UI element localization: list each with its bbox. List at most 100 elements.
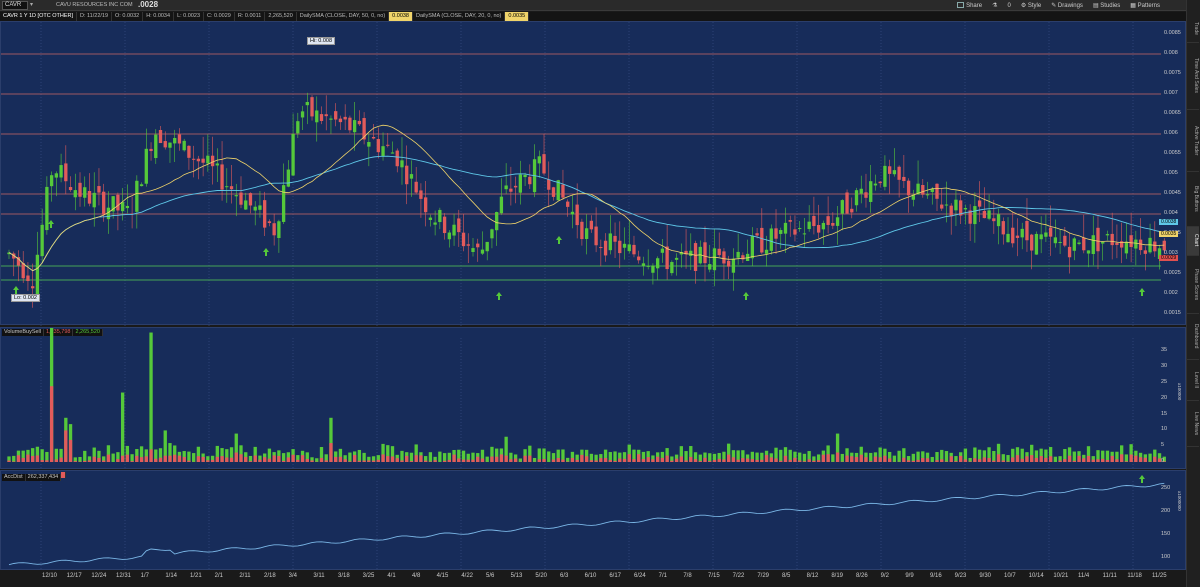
volume-sell-bar <box>1086 455 1091 462</box>
candle-body <box>111 196 115 212</box>
candle-body <box>324 114 328 117</box>
volume-buy-bar <box>788 449 792 462</box>
volume-sell-bar <box>1006 461 1010 462</box>
candle-body <box>722 251 726 264</box>
volume-sell-bar <box>253 455 257 462</box>
volume-tick-label: 15 <box>1161 410 1168 417</box>
candle-body <box>1001 221 1005 235</box>
candle-body <box>963 208 968 210</box>
volume-sell-bar <box>977 459 982 462</box>
volume-study-label[interactable]: VolumeBuySell 1,235,798 2,265,520 <box>2 329 103 336</box>
candle-body <box>1053 237 1058 244</box>
candle-body <box>225 186 229 188</box>
volume-sell-bar <box>755 459 759 462</box>
style-button[interactable]: ⚙ Style <box>1020 3 1042 9</box>
volume-sell-bar <box>674 458 679 462</box>
candle-body <box>840 200 844 214</box>
candle-body <box>215 163 219 166</box>
volume-sell-bar <box>864 457 868 462</box>
drawings-button[interactable]: ✎ Drawings <box>1051 3 1083 9</box>
side-tab-active-trader[interactable]: Active Trader <box>1187 110 1199 173</box>
accdist-study-label[interactable]: AccDist 262,337,434 <box>2 472 67 481</box>
candle-body <box>253 206 257 211</box>
price-chart-canvas[interactable] <box>1 22 1187 326</box>
volume-buy-bar <box>1067 447 1072 462</box>
candle-body <box>921 185 925 195</box>
volume-sell-bar <box>1153 456 1157 462</box>
accdist-color-swatch <box>61 472 67 478</box>
volume-buy-bar <box>267 448 272 462</box>
volume-buy-bar <box>102 456 106 462</box>
candle-body <box>835 217 840 226</box>
candle-body <box>660 248 665 253</box>
side-tab-time-and-sales[interactable]: Time And Sales <box>1187 43 1199 110</box>
flask-button[interactable]: ⚗ <box>992 2 997 9</box>
volume-buy-bar <box>78 456 82 462</box>
volume-sell-bar <box>305 458 309 462</box>
buy-signal-arrow <box>556 236 562 244</box>
candle-body <box>395 150 399 167</box>
patterns-button[interactable]: ▦ Patterns <box>1130 3 1160 9</box>
side-tab-big-buttons[interactable]: Big Buttons <box>1187 172 1199 227</box>
studies-button[interactable]: ▤ Studies <box>1092 3 1121 9</box>
symbol-dropdown-icon[interactable]: ▾ <box>30 2 34 8</box>
price-chart-panel[interactable]: Hi: 0.008 Lo: 0.002 0.0085 0.008 0.0075 0.0… <box>0 21 1187 326</box>
volume-buy-bar <box>916 451 920 462</box>
side-tab-live-news[interactable]: Live News <box>1187 401 1199 448</box>
candle-body <box>1119 241 1124 248</box>
sma50-study-label[interactable]: DailySMA (CLOSE, DAY, 50, 0, no) <box>297 12 390 21</box>
candle-body <box>267 221 272 223</box>
volume-sell-bar <box>670 460 674 462</box>
share-button[interactable]: Share <box>957 2 982 9</box>
candle-body <box>315 110 319 123</box>
candle-body <box>793 229 797 235</box>
volume-sell-bar <box>395 458 399 462</box>
volume-sell-bar <box>883 455 887 462</box>
chart-ticker-label[interactable]: CAVR 1 Y 1D [OTC OTHER] <box>0 12 77 21</box>
side-tab-phase-scores[interactable]: Phase Scores <box>1187 256 1199 314</box>
price-tick-label: 0.006 <box>1164 130 1178 136</box>
volume-buy-bar <box>996 443 1001 462</box>
symbol-input[interactable]: CAVR <box>2 1 28 10</box>
side-tab-level-ii[interactable]: Level II <box>1187 360 1199 402</box>
candle-body <box>821 222 826 230</box>
sma20-study-label[interactable]: DailySMA (CLOSE, DAY, 20, 0, no) <box>413 12 506 21</box>
candle-body <box>603 240 608 256</box>
date-tick-label: 12/10 <box>42 573 58 579</box>
accdist-chart-canvas[interactable] <box>1 471 1187 571</box>
count-badge[interactable]: 0 <box>1007 2 1011 9</box>
candle-body <box>461 232 466 247</box>
volume-sell-bar <box>92 456 96 462</box>
volume-buy-bar <box>229 447 234 462</box>
volume-buy-bar <box>466 453 470 462</box>
accdist-panel[interactable]: AccDist 262,337,434 250 200 150 100 x1000000 <box>0 470 1187 571</box>
date-tick-label: 7/22 <box>732 573 745 579</box>
side-tab-trade[interactable]: Trade <box>1187 14 1199 43</box>
price-tick-label: 0.0045 <box>1164 190 1181 196</box>
side-tab-chart[interactable]: Chart <box>1187 226 1199 256</box>
volume-panel[interactable]: VolumeBuySell 1,235,798 2,265,520 35 30 25 20… <box>0 327 1187 470</box>
volume-buy-bar <box>745 454 750 462</box>
volume-buy-bar <box>428 452 433 462</box>
volume-buy-bar <box>887 451 892 462</box>
candle-body <box>1110 233 1114 246</box>
volume-buy-bar <box>182 451 186 462</box>
volume-sell-bar <box>386 456 390 462</box>
volume-sell-bar <box>693 459 698 462</box>
volume-sell-bar <box>376 459 380 462</box>
date-tick-label: 9/16 <box>930 573 942 579</box>
volume-buy-bar <box>925 452 930 462</box>
volume-buy-bar <box>977 449 982 462</box>
toolbar-actions: Share ⚗ 0 ⚙ Style ✎ Drawings ▤ Studies ▦… <box>957 1 1160 10</box>
volume-chart-canvas[interactable] <box>1 328 1187 470</box>
candle-body <box>390 152 395 154</box>
volume-sell-bar <box>712 459 717 462</box>
candle-body <box>1067 246 1072 258</box>
candle-body <box>551 187 556 197</box>
volume-buy-bar <box>1011 448 1015 462</box>
accdist-line <box>8 482 1165 566</box>
side-tab-dashboard[interactable]: Dashboard <box>1187 314 1199 360</box>
volume-buy-bar <box>1048 447 1053 462</box>
candle-body <box>423 197 428 213</box>
volume-buy-bar <box>921 451 925 462</box>
